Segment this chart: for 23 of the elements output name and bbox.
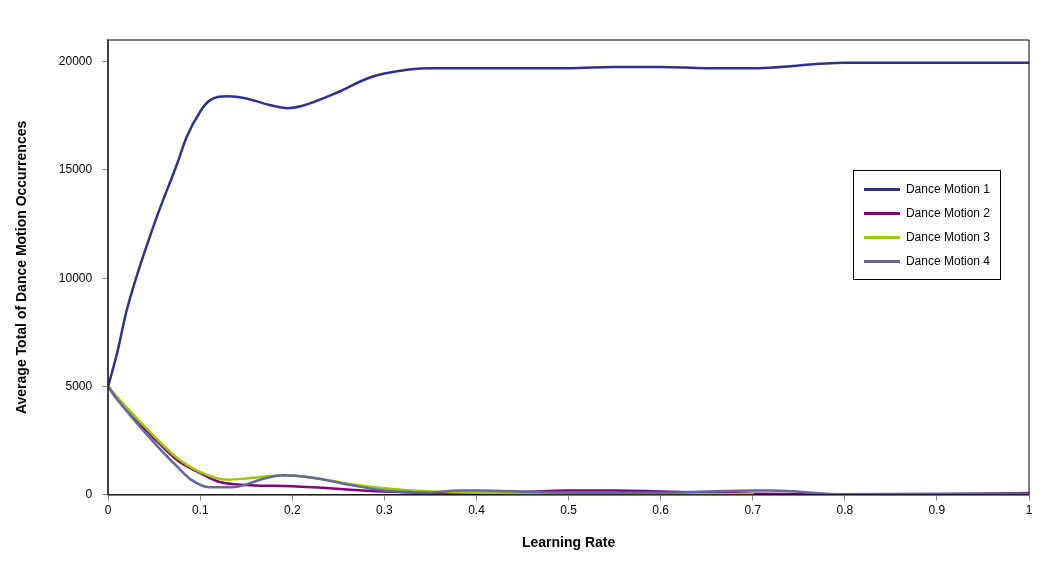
x-tick-label: 0.5 xyxy=(560,503,578,518)
y-tick-label: 20000 xyxy=(58,53,93,68)
x-tick-label: 0.3 xyxy=(376,503,394,518)
x-tick-label: 1 xyxy=(1025,503,1033,518)
legend-label: Dance Motion 3 xyxy=(905,230,990,244)
x-tick-label: 0.2 xyxy=(283,503,301,518)
y-tick-label: 5000 xyxy=(65,378,93,393)
y-axis-title: Average Total of Dance Motion Occurrences xyxy=(13,120,30,415)
y-tick-label: 0 xyxy=(85,487,93,502)
y-tick-label: 10000 xyxy=(58,270,93,285)
x-tick-label: 0.4 xyxy=(468,503,486,518)
legend-label: Dance Motion 4 xyxy=(905,254,990,268)
x-tick-label: 0.7 xyxy=(744,503,762,518)
x-tick-label: 0 xyxy=(104,503,112,518)
line-series xyxy=(108,61,1029,388)
x-axis-title: Learning Rate xyxy=(521,534,616,551)
x-tick-label: 0.9 xyxy=(928,503,946,518)
legend-label: Dance Motion 1 xyxy=(905,182,990,196)
x-tick-label: 0.6 xyxy=(652,503,670,518)
x-tick-label: 0.1 xyxy=(191,503,209,518)
legend-label: Dance Motion 2 xyxy=(905,206,990,220)
y-tick-label: 15000 xyxy=(58,162,93,177)
x-tick-label: 0.8 xyxy=(836,503,854,518)
